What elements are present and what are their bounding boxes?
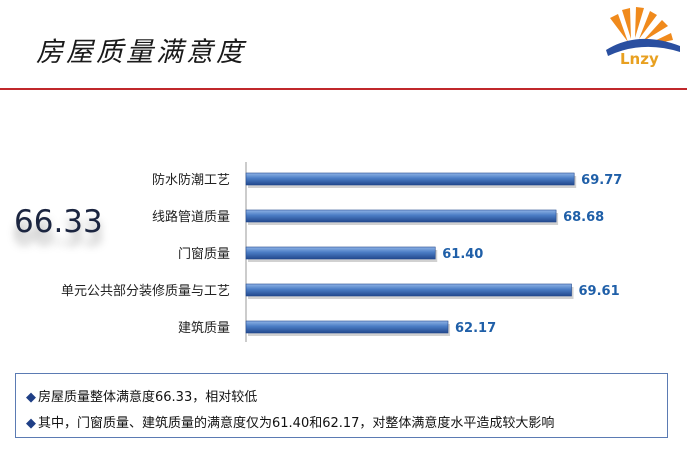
category-label: 门窗质量 [178, 246, 230, 262]
value-label: 61.40 [442, 247, 483, 262]
title-divider [0, 88, 687, 90]
value-label: 69.61 [579, 284, 620, 299]
value-label: 62.17 [455, 321, 496, 336]
logo-text: Lnzy [620, 50, 659, 68]
page-title: 房屋质量满意度 [36, 37, 246, 68]
summary-note-2: ◆ 其中，门窗质量、建筑质量的满意度仅为61.40和62.17，对整体满意度水平造… [26, 416, 555, 431]
category-label: 建筑质量 [178, 320, 230, 336]
category-label: 单元公共部分装修质量与工艺 [61, 284, 230, 299]
summary-box: ◆ 房屋质量整体满意度66.33，相对较低 ◆ 其中，门窗质量、建筑质量的满意度仅为… [15, 373, 668, 438]
sunrise-logo-icon: Lnzy [606, 7, 680, 68]
bar [245, 246, 436, 260]
bar [245, 172, 575, 186]
overall-score: 66.33 [14, 204, 103, 240]
value-label: 69.77 [581, 173, 622, 188]
bar [245, 209, 557, 223]
category-label: 线路管道质量 [152, 209, 230, 225]
value-label: 68.68 [563, 210, 604, 225]
bar [245, 320, 449, 334]
summary-note-1: ◆ 房屋质量整体满意度66.33，相对较低 [26, 390, 258, 405]
bar [245, 283, 572, 297]
category-label: 防水防潮工艺 [152, 172, 230, 188]
satisfaction-bar-chart: 防水防潮工艺 69.77 线路管道质量 68.68 门窗质量 61.40 单元公共部分装修质… [61, 162, 622, 342]
